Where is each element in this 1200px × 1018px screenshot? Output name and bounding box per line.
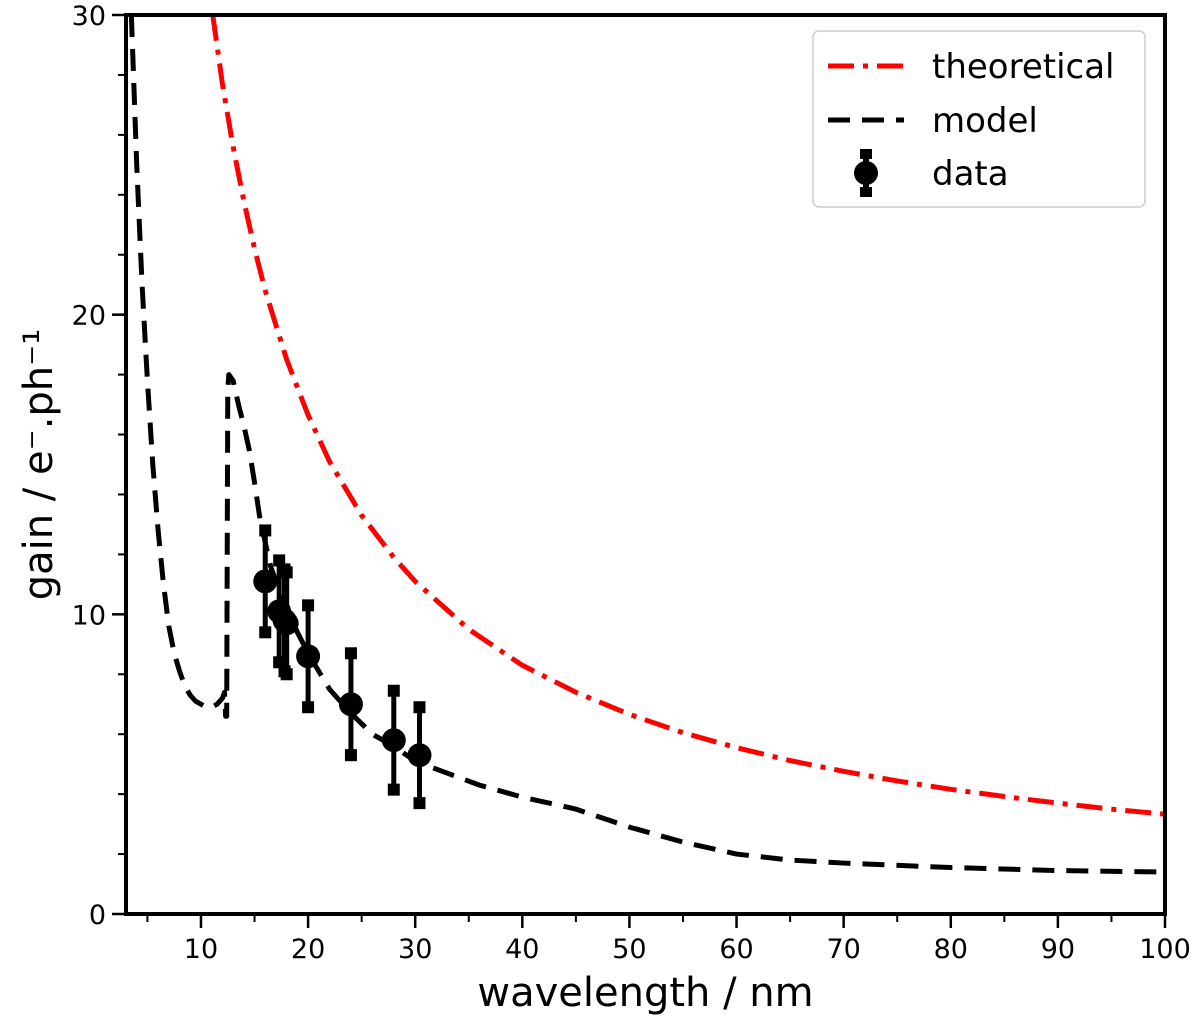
- legend-box: [812, 30, 1146, 208]
- error-cap-top: [280, 566, 293, 579]
- error-cap-top: [259, 524, 272, 537]
- legend-swatch-data: [854, 149, 878, 197]
- x-tick-label: 30: [398, 934, 432, 965]
- error-cap-bottom: [259, 626, 272, 639]
- error-cap-bottom: [302, 701, 315, 714]
- data-point: [338, 692, 363, 717]
- axes-layer: 10 20 30 40 50 60 70 80 90 100 0 10 20 30: [72, 1, 1191, 965]
- error-cap-bottom: [387, 783, 400, 796]
- y-tick-label: 20: [72, 301, 106, 332]
- x-tick-label: 50: [612, 934, 646, 965]
- x-tick-label: 60: [719, 934, 753, 965]
- y-tick-label: 10: [72, 600, 106, 631]
- error-cap-top: [302, 599, 315, 612]
- x-tick-label: 70: [826, 934, 860, 965]
- error-cap-top: [387, 684, 400, 697]
- x-tick-label: 20: [291, 934, 325, 965]
- data-point: [381, 728, 406, 753]
- x-tick-label: 40: [505, 934, 539, 965]
- y-tick-label: 30: [72, 1, 106, 32]
- error-cap-top: [413, 701, 426, 714]
- data-point: [253, 569, 278, 594]
- plot-frame: [124, 13, 1167, 916]
- series-model-line: [128, 15, 1165, 875]
- y-tick-label: 0: [89, 900, 106, 931]
- error-cap-top: [344, 647, 357, 660]
- y-axis-label: gain / e⁻.ph⁻¹: [16, 329, 62, 601]
- legend-label-theoretical: theoretical: [932, 47, 1115, 87]
- x-tick-label: 80: [934, 934, 968, 965]
- series-layer: [128, 15, 1165, 875]
- legend-error-cap: [860, 149, 872, 159]
- error-cap-bottom: [280, 668, 293, 681]
- data-point: [407, 743, 432, 768]
- legend-label-data: data: [932, 154, 1009, 194]
- x-axis-label: wavelength / nm: [477, 970, 813, 1016]
- error-cap-bottom: [344, 749, 357, 762]
- x-tick-label: 100: [1139, 934, 1191, 965]
- x-tick-label: 10: [184, 934, 218, 965]
- data-point: [274, 611, 299, 636]
- x-tick-label: 90: [1041, 934, 1075, 965]
- series-theoretical-line: [210, 15, 1165, 817]
- legend: theoretical model data: [812, 30, 1146, 208]
- legend-label-model: model: [932, 101, 1038, 141]
- data-point: [296, 644, 321, 669]
- series-data: [253, 524, 432, 810]
- error-cap-bottom: [413, 797, 426, 810]
- legend-point: [854, 161, 878, 185]
- legend-error-cap: [860, 187, 872, 197]
